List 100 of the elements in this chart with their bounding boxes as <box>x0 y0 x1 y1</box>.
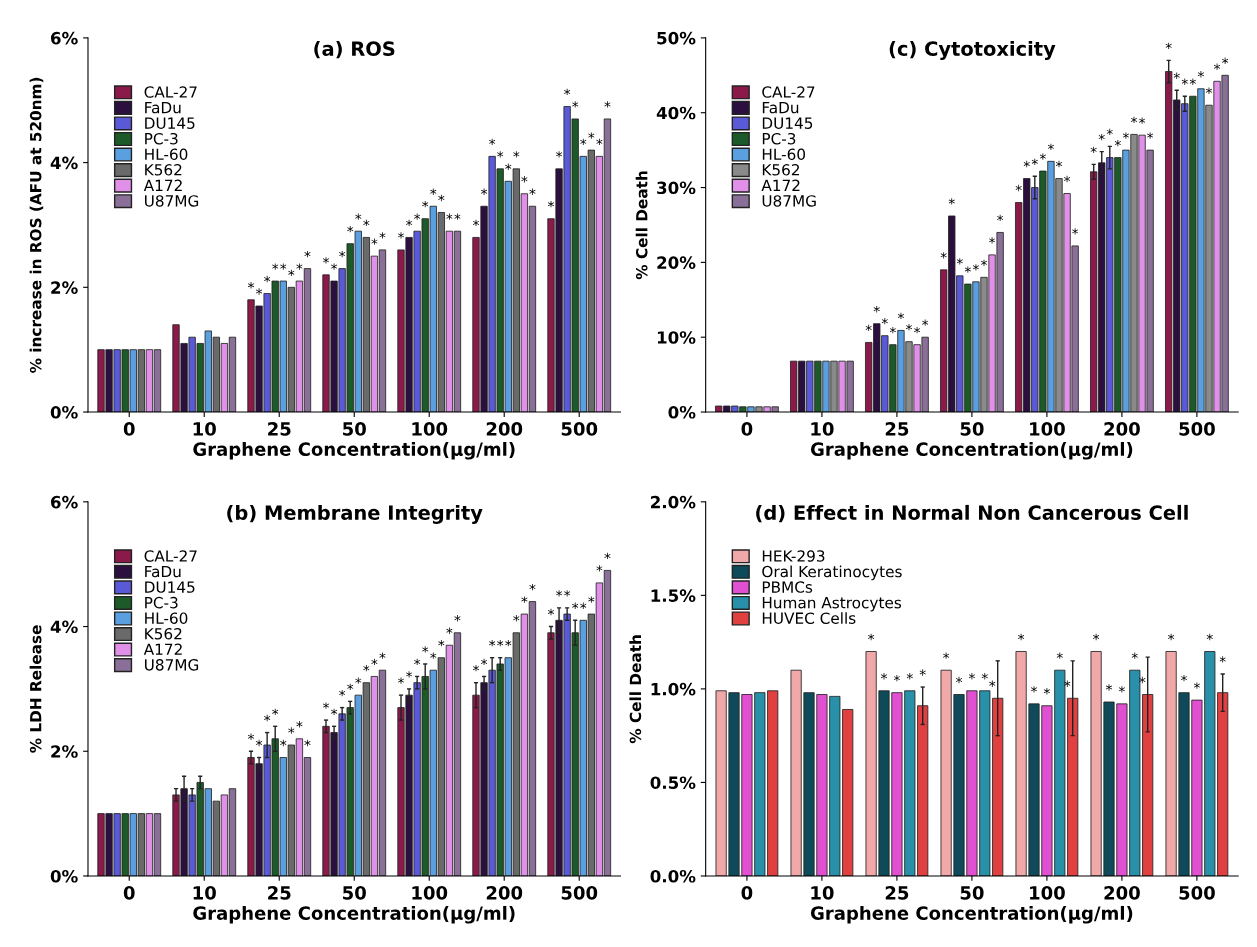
y-axis-title: % increase in ROS (AFU at 520nm) <box>29 77 44 373</box>
legend-label: FaDu <box>145 565 181 578</box>
data-label: * <box>513 615 520 622</box>
data-label: * <box>322 257 330 264</box>
y-tick-label: 6% <box>51 495 78 509</box>
x-tick-label: 100 <box>1030 422 1065 436</box>
data-label: * <box>1219 656 1226 663</box>
x-tick-label: 500 <box>561 886 598 900</box>
data-label: * <box>1180 674 1188 682</box>
data-label: * <box>868 633 875 641</box>
data-label: * <box>564 88 571 96</box>
data-label: * <box>296 263 303 270</box>
x-tick-label: 10 <box>811 886 834 900</box>
data-label: * <box>1122 132 1129 139</box>
data-label: * <box>397 677 405 684</box>
data-label: * <box>1055 160 1063 168</box>
data-label: * <box>948 198 955 205</box>
y-tick-label: 10% <box>657 331 696 344</box>
data-label: * <box>547 608 555 616</box>
data-label: * <box>505 640 512 647</box>
x-tick-label: 50 <box>960 422 984 436</box>
y-axis-title: % Cell Death <box>629 635 642 744</box>
data-label: * <box>596 138 603 146</box>
x-tick-label: 25 <box>268 886 291 900</box>
y-tick-label: 50% <box>657 31 696 45</box>
data-label: * <box>331 263 338 270</box>
y-tick-label: 40% <box>656 106 696 120</box>
data-label: * <box>347 225 354 233</box>
y-tick-label: 2.0% <box>651 495 696 509</box>
data-label: * <box>556 151 563 158</box>
legend-label: Oral Keratinocytes <box>762 565 902 581</box>
data-label: * <box>481 658 488 666</box>
x-tick-label: 10 <box>193 886 216 900</box>
y-tick-label: 6% <box>51 31 78 45</box>
legend-label: CAL-27 <box>144 550 197 562</box>
data-label: * <box>247 282 255 289</box>
y-axis-title: % Cell Death <box>635 171 648 280</box>
data-label: * <box>355 213 362 220</box>
data-label: * <box>472 219 480 227</box>
legend-label: K562 <box>145 627 182 640</box>
x-axis-title: Graphene Concentration(μg/ml) <box>810 905 1133 924</box>
chart-title: (c) Cytotoxicity <box>889 40 1056 60</box>
x-tick-label: 25 <box>885 886 909 900</box>
legend-label: HL-60 <box>762 148 806 161</box>
data-label: * <box>481 188 488 195</box>
data-label: * <box>363 219 370 227</box>
data-label: * <box>968 673 975 680</box>
data-label: * <box>304 739 311 747</box>
data-label: * <box>580 138 587 146</box>
data-label: * <box>521 596 528 603</box>
data-label: * <box>981 673 988 680</box>
data-label: * <box>430 188 437 195</box>
data-label: * <box>529 188 536 195</box>
data-label: * <box>379 652 386 659</box>
data-label: * <box>430 652 437 659</box>
data-label: * <box>414 658 421 666</box>
legend-label: PC-3 <box>762 132 796 145</box>
x-tick-label: 0 <box>741 886 753 900</box>
data-label: * <box>914 327 921 334</box>
data-label: * <box>564 590 571 597</box>
data-label: * <box>596 565 603 572</box>
data-label: * <box>905 324 913 331</box>
legend-label: HL-60 <box>145 612 188 624</box>
legend-label: U87MG <box>145 195 199 207</box>
x-tick-label: 200 <box>1104 422 1140 436</box>
legend-label: K562 <box>145 164 182 176</box>
data-label: * <box>280 739 287 747</box>
data-label: * <box>247 733 255 740</box>
data-label: * <box>1015 184 1022 192</box>
data-label: * <box>272 263 279 270</box>
legend-label: FaDu <box>145 102 181 114</box>
data-label: * <box>1181 78 1188 85</box>
legend-label: A172 <box>761 179 800 191</box>
legend-label: U87MG <box>145 659 199 671</box>
x-tick-label: 0 <box>741 422 753 436</box>
data-label: * <box>922 319 929 326</box>
x-tick-label: 0 <box>123 886 135 900</box>
legend-label: HUVEC Cells <box>762 612 856 624</box>
data-label: * <box>371 658 378 666</box>
data-label: * <box>1213 63 1221 70</box>
legend-label: DU145 <box>762 117 813 129</box>
data-label: * <box>604 552 611 560</box>
legend-label: A172 <box>143 179 182 191</box>
data-label: * <box>406 671 413 678</box>
data-label: * <box>322 702 330 709</box>
data-label: * <box>379 232 386 239</box>
x-axis-title: Graphene Concentration(μg/ml) <box>193 905 515 924</box>
data-label: * <box>997 214 1004 222</box>
data-label: * <box>1106 128 1113 136</box>
data-label: * <box>1189 78 1196 85</box>
data-label: * <box>989 237 996 244</box>
legend-label: DU145 <box>145 581 195 593</box>
x-tick-label: 100 <box>412 886 448 900</box>
y-tick-label: 2% <box>51 281 78 294</box>
y-tick-label: 2% <box>51 745 78 758</box>
data-label: * <box>1064 175 1071 183</box>
legend-label: PC-3 <box>145 596 178 609</box>
y-tick-label: 0% <box>50 869 78 883</box>
x-tick-label: 100 <box>1030 886 1065 900</box>
data-label: * <box>1193 682 1200 689</box>
